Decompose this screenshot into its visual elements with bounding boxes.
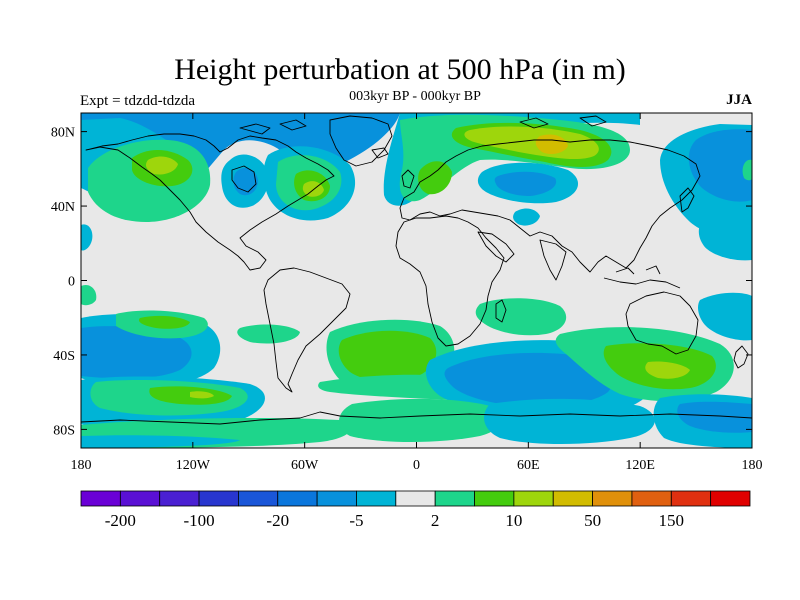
lon-tick-label: 60E [517, 458, 540, 473]
colorbar-swatch [710, 490, 751, 507]
coastline-africa [395, 215, 505, 347]
colorbar-swatch [474, 490, 515, 507]
contour-c2 [81, 224, 93, 251]
coastline-british-isles [401, 169, 415, 189]
coastline-eurasia [399, 139, 701, 273]
contour-c1 [81, 326, 192, 379]
colorbar: -200 -100 -20 -5 2 10 50 150 [80, 490, 751, 530]
colorbar-swatch [513, 490, 554, 507]
contour-c3 [81, 284, 97, 306]
coastline-hudson-bay [231, 165, 257, 193]
contour-c5 [146, 156, 178, 175]
contour-c3 [475, 298, 567, 336]
contour-c1 [688, 129, 752, 202]
colorbar-swatch [159, 490, 200, 507]
colorbar-swatch [356, 490, 397, 507]
coastline-iceland [371, 147, 389, 159]
colorbar-label: 50 [584, 511, 601, 530]
contour-c3 [237, 324, 300, 344]
lat-tick-label: 40S [53, 349, 75, 364]
colorbar-swatch [434, 490, 475, 507]
contour-c4 [418, 161, 452, 195]
colorbar-swatch [592, 490, 633, 507]
lat-tick-label: 40N [51, 200, 75, 215]
coastline-south-america [263, 267, 351, 393]
colorbar-label: -100 [183, 511, 214, 530]
colorbar-label: -20 [266, 511, 289, 530]
coastline-new-zealand [733, 345, 749, 369]
contour-c5 [464, 126, 599, 160]
colorbar-swatch [552, 490, 593, 507]
contour-c6 [535, 134, 568, 154]
contour-c3 [742, 159, 752, 181]
coastline-greenland [329, 115, 393, 167]
coastline-antarctica [81, 411, 752, 425]
colorbar-label: -5 [349, 511, 363, 530]
colorbar-label: 2 [431, 511, 440, 530]
contour-c2 [484, 398, 655, 444]
map-title: Height perturbation at 500 hPa (in m) [174, 53, 626, 86]
lat-tick-label: 80N [51, 126, 75, 141]
colorbar-swatch [631, 490, 672, 507]
colorbar-swatch [238, 490, 279, 507]
colorbar-label: 10 [505, 511, 522, 530]
lon-tick-label: 0 [413, 458, 420, 473]
contour-c2 [698, 217, 752, 261]
lon-tick-label: 120W [176, 458, 211, 473]
lon-tick-label: 180 [71, 458, 92, 473]
lon-tick-label: 120E [625, 458, 655, 473]
contour-c2 [513, 208, 540, 226]
experiment-label: Expt = tdzdd-tdzda [80, 93, 196, 109]
lat-tick-label: 0 [68, 275, 75, 290]
contour-fills [81, 113, 752, 448]
contour-c1 [494, 171, 557, 196]
contour-c5 [190, 391, 214, 399]
map-axes: 80N 40N 0 40S 80S 180 120W 60W 0 60E 120E 180 [51, 113, 763, 473]
contour-c3 [338, 398, 503, 442]
colorbar-swatch [198, 490, 239, 507]
colorbar-label: -200 [105, 511, 136, 530]
coastline-indonesia [603, 265, 681, 289]
coastline-arctic-islands [239, 115, 607, 135]
colorbar-label: 150 [659, 511, 685, 530]
season-label: JJA [726, 92, 752, 108]
coastline-india [539, 239, 567, 281]
coastline-australia [625, 291, 699, 355]
map-subtitle: 003kyr BP - 000kyr BP [349, 89, 481, 104]
colorbar-swatch [670, 490, 712, 507]
contour-c4 [138, 315, 190, 329]
coastline-arabia [477, 231, 515, 263]
coastline-madagascar [495, 299, 507, 323]
coastline-north-america [85, 133, 335, 271]
colorbar-swatch [119, 490, 161, 507]
coastline-japan [679, 187, 695, 213]
contour-c2 [698, 292, 752, 341]
coastlines [81, 115, 752, 425]
colorbar-swatch [395, 490, 436, 507]
lon-tick-label: 60W [291, 458, 319, 473]
contour-c1 [444, 352, 613, 407]
contour-c2 [81, 435, 240, 448]
lon-tick-label: 180 [742, 458, 763, 473]
colorbar-swatch [277, 490, 318, 507]
contour-c1 [677, 401, 752, 433]
colorbar-swatch [316, 490, 357, 507]
contour-c5 [645, 361, 690, 379]
lat-tick-label: 80S [53, 423, 75, 438]
colorbar-swatch [80, 490, 121, 507]
contour-c4 [338, 330, 437, 381]
